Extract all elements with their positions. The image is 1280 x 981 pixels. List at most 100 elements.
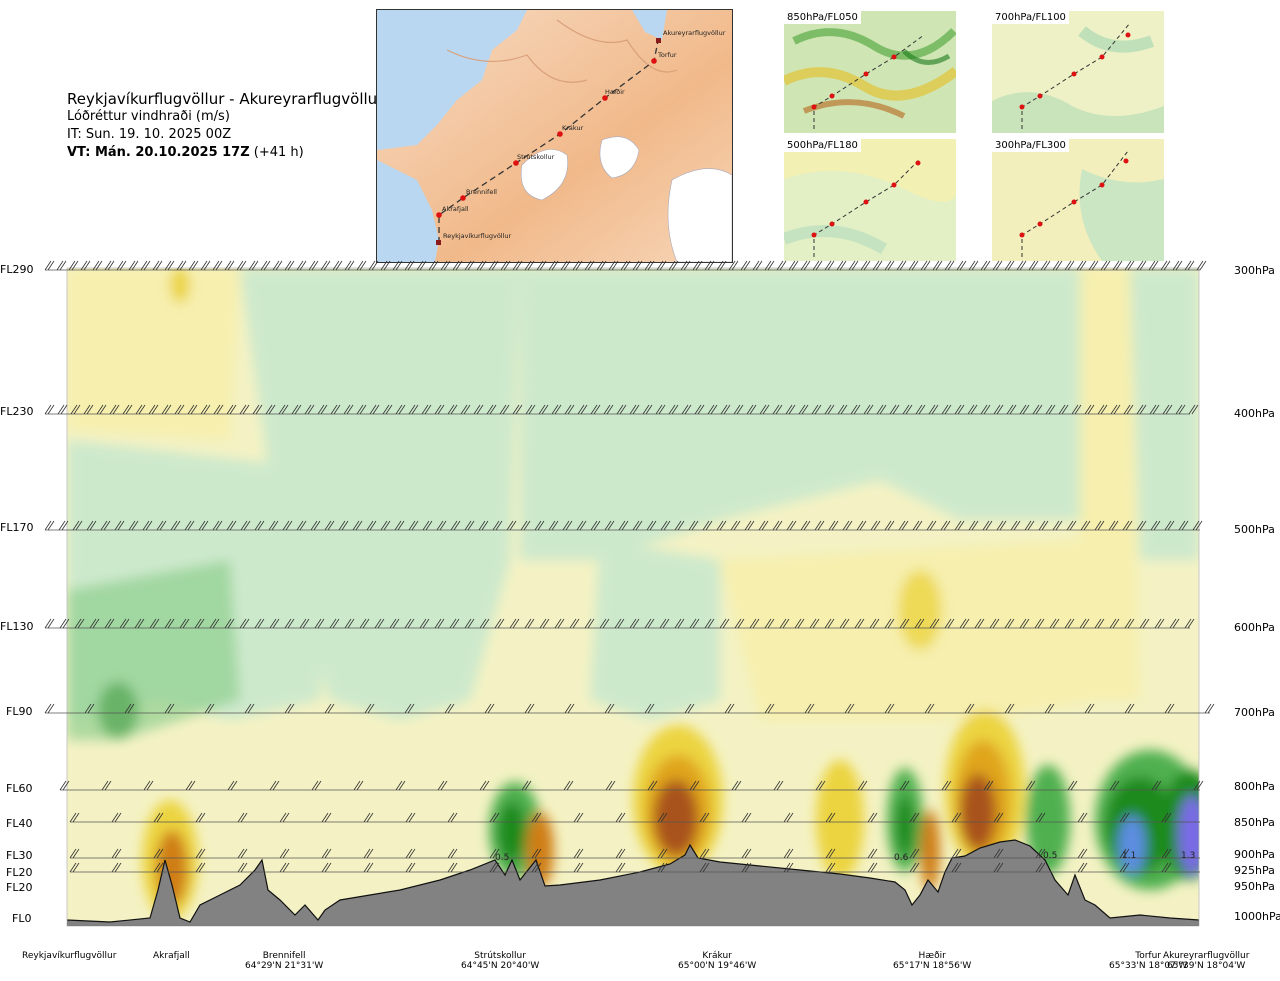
route-map: Akureyrarflugvöllur Torfur Hæðir Krákur …: [376, 9, 733, 263]
wind-barb-112: [239, 404, 250, 415]
wind-barb-103: [122, 404, 133, 415]
wind-barb-268: [1192, 520, 1203, 531]
wind-barb-345: [1184, 618, 1195, 629]
wind-barb-191: [114, 520, 125, 531]
wind-barb-167: [954, 404, 965, 415]
wind-barb-445: [657, 848, 668, 859]
wind-barb-455: [1077, 848, 1088, 859]
wind-barb-1: [56, 260, 67, 271]
wind-barb-325: [884, 618, 895, 629]
wind-barb-322: [839, 618, 850, 629]
wind-barb-139: [590, 404, 601, 415]
wind-barb-19: [272, 260, 283, 271]
wind-barb-323: [854, 618, 865, 629]
wind-barb-428: [1077, 812, 1088, 823]
wind-barb-263: [1122, 520, 1133, 531]
wind-barb-144: [655, 404, 666, 415]
wind-barb-418: [657, 812, 668, 823]
wind-barb-279: [194, 618, 205, 629]
wind-barb-223: [562, 520, 573, 531]
wind-barb-476: [825, 862, 836, 873]
wind-barb-244: [856, 520, 867, 531]
wind-barb-14: [212, 260, 223, 271]
wind-barb-228: [632, 520, 643, 531]
wind-barb-86: [1076, 260, 1087, 271]
wind-barb-77: [968, 260, 979, 271]
wind-barb-208: [352, 520, 363, 531]
wind-barb-271: [74, 618, 85, 629]
heatmap-field: [67, 268, 1199, 926]
wind-barb-58: [740, 260, 751, 271]
mini-map-300-canvas: [992, 139, 1164, 261]
wind-barb-164: [915, 404, 926, 415]
wind-barb-185: [1188, 404, 1199, 415]
wind-barb-451: [909, 848, 920, 859]
loc-brennifell-name: Brennifell: [262, 951, 306, 961]
wind-barb-278: [179, 618, 190, 629]
loc-krakur-name: Krákur: [702, 951, 732, 961]
wind-barb-198: [212, 520, 223, 531]
product-title: Lóðréttur vindhraði (m/s): [67, 109, 230, 124]
wind-barb-386: [479, 780, 490, 791]
wind-barb-347: [84, 703, 95, 714]
wind-barb-293: [404, 618, 415, 629]
mini-map-850-canvas: [784, 11, 956, 133]
wind-barb-48: [620, 260, 631, 271]
wind-barb-110: [213, 404, 224, 415]
wind-barb-354: [364, 703, 375, 714]
wind-barb-351: [244, 703, 255, 714]
wind-barb-95: [1184, 260, 1195, 271]
wind-barb-160: [863, 404, 874, 415]
wind-barb-357: [484, 703, 495, 714]
wind-barb-212: [408, 520, 419, 531]
map-label-torfur: Torfur: [657, 51, 677, 59]
waypoint-torfur: [651, 58, 657, 64]
wind-barb-290: [359, 618, 370, 629]
wind-barb-137: [564, 404, 575, 415]
wind-barb-93: [1160, 260, 1171, 271]
wind-barb-197: [198, 520, 209, 531]
mini-map-850-label: 850hPa/FL050: [784, 11, 861, 24]
wind-barb-119: [330, 404, 341, 415]
flight-route-line: [438, 40, 659, 243]
wind-barb-420: [741, 812, 752, 823]
wind-barb-301: [524, 618, 535, 629]
wind-barb-408: [237, 812, 248, 823]
loc-haedir: Hæðir 65°17'N 18°56'W: [893, 951, 971, 971]
wind-barb-463: [279, 862, 290, 873]
lead-time: (+41 h): [253, 145, 304, 160]
wind-barb-477: [867, 862, 878, 873]
plot-frame: [66, 267, 1200, 927]
wind-barb-284: [269, 618, 280, 629]
wind-barb-159: [850, 404, 861, 415]
wind-barb-62: [788, 260, 799, 271]
wind-barb-200: [240, 520, 251, 531]
wind-barb-374: [1164, 703, 1175, 714]
wind-barb-356: [444, 703, 455, 714]
wind-barb-265: [1150, 520, 1161, 531]
wind-barb-126: [421, 404, 432, 415]
wind-barb-143: [642, 404, 653, 415]
wind-barb-220: [520, 520, 531, 531]
wind-barb-205: [310, 520, 321, 531]
wind-barb-188: [72, 520, 83, 531]
wind-barb-453: [993, 848, 1004, 859]
wind-barb-78: [980, 260, 991, 271]
wind-barb-332: [989, 618, 1000, 629]
wind-barb-57: [728, 260, 739, 271]
p-label-400: 400hPa: [1234, 407, 1275, 420]
wind-barb-109: [200, 404, 211, 415]
waypoint-krakur: [557, 131, 563, 137]
wind-barb-450: [867, 848, 878, 859]
wind-barb-234: [716, 520, 727, 531]
wind-barb-359: [564, 703, 575, 714]
wind-barb-25: [344, 260, 355, 271]
loc-akureyri: Akureyrarflugvöllur 65°39'N 18°04'W: [1163, 951, 1249, 971]
wind-barb-142: [629, 404, 640, 415]
wind-barb-454: [1035, 848, 1046, 859]
wind-barb-274: [119, 618, 130, 629]
wind-barb-258: [1052, 520, 1063, 531]
wind-barb-49: [632, 260, 643, 271]
wind-barb-151: [746, 404, 757, 415]
wind-barb-162: [889, 404, 900, 415]
